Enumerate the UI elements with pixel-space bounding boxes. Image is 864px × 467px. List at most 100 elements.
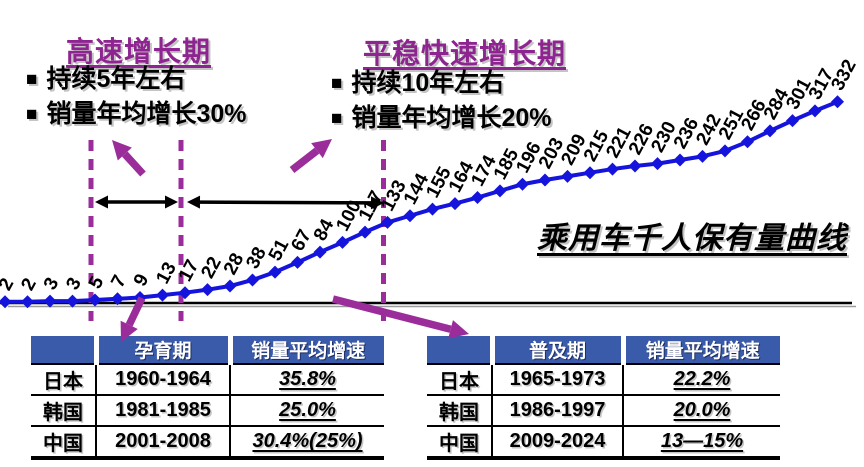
left-table-pointer-arrow-shaft [125, 296, 146, 327]
data-point-marker [426, 202, 439, 216]
years-cell: 2001-2008 [95, 425, 231, 460]
data-point-label: 38 [242, 244, 270, 273]
table-row-japan: 日本 1965-1973 22.2% [427, 363, 780, 395]
data-point-marker [178, 286, 192, 300]
table-row-japan: 日本 1960-1964 35.8% [31, 363, 384, 395]
header-cell-growth-rate: 销量平均增速 [230, 336, 384, 364]
data-point-label: 3 [40, 274, 64, 293]
data-point-marker [156, 288, 169, 302]
country-cell: 中国 [427, 425, 492, 460]
data-point-label: 7 [107, 272, 131, 291]
bullet-item: ■ 持续5年左右 [26, 62, 247, 97]
header-cell-period: 孕育期 [93, 336, 233, 364]
data-point-marker [741, 135, 754, 149]
data-point-marker [291, 255, 304, 269]
data-point-marker [201, 283, 214, 297]
country-cell: 韩国 [427, 394, 492, 426]
phase2-span-arrow-head [187, 195, 201, 209]
years-cell: 2009-2024 [491, 425, 624, 460]
data-point-label: 5 [85, 273, 109, 293]
header-cell-growth-rate: 销量平均增速 [623, 336, 780, 364]
data-point-marker [223, 279, 237, 293]
growth-rate-cell: 22.2% [623, 363, 780, 395]
data-point-marker [21, 295, 34, 309]
bullet-square-icon: ■ [26, 69, 38, 90]
data-point-marker [763, 124, 777, 138]
country-cell: 日本 [427, 363, 492, 395]
phase2-bullet-list: ■ 持续10年左右 ■ 销量年均增长20% [331, 66, 552, 136]
data-point-marker [448, 197, 462, 211]
phase1-span-arrow-head [165, 195, 178, 209]
data-point-marker [336, 235, 349, 249]
data-point-label: 332 [827, 56, 860, 94]
data-point-marker [111, 292, 124, 306]
data-point-marker [313, 245, 327, 259]
right-table-pointer-arrow-head [448, 320, 469, 339]
data-point-marker [606, 162, 619, 176]
table-row-china: 中国 2001-2008 30.4%(25%) [31, 425, 384, 460]
data-point-marker [0, 295, 12, 309]
data-point-label: 2 [0, 275, 18, 294]
data-point-marker [358, 225, 372, 239]
phase1-pointer-arrow-head [112, 140, 132, 161]
data-point-marker [786, 114, 799, 128]
growth-rate-cell: 13—15% [623, 425, 780, 460]
phase2-pointer-arrow-shaft [289, 147, 320, 173]
data-point-marker [493, 184, 507, 198]
data-point-marker [246, 273, 259, 287]
bullet-square-icon: ■ [331, 73, 343, 94]
bullet-text: 销量年均增长30% [46, 100, 247, 128]
growth-rate-cell: 20.0% [623, 394, 780, 426]
phase1-pointer-arrow-shaft [122, 151, 146, 177]
phase2-span-arrow-head [370, 196, 384, 210]
country-cell: 中国 [31, 425, 96, 460]
bullet-text: 销量年均增长20% [351, 104, 552, 132]
growth-rate-cell: 30.4%(25%) [230, 425, 384, 460]
data-point-label: 9 [130, 271, 154, 290]
header-cell-empty [427, 336, 492, 364]
data-point-marker [66, 294, 79, 308]
bullet-item: ■ 持续10年左右 [331, 66, 552, 101]
growth-rate-cell: 35.8% [230, 363, 384, 395]
phase2-span-arrow-shaft [199, 200, 372, 205]
data-point-marker [696, 149, 709, 163]
phase2-pointer-arrow-head [311, 139, 332, 159]
data-point-marker [831, 95, 844, 109]
data-point-marker [88, 293, 102, 307]
bullet-square-icon: ■ [331, 108, 343, 129]
popularization-period-table: 普及期 销量平均增速 日本 1965-1973 22.2% 韩国 1986-19… [427, 336, 780, 460]
data-point-marker [628, 159, 642, 173]
data-point-marker [561, 169, 574, 183]
table-row-korea: 韩国 1986-1997 20.0% [427, 394, 780, 426]
incubation-period-table: 孕育期 销量平均增速 日本 1960-1964 35.8% 韩国 1981-19… [31, 336, 384, 460]
bullet-item: ■ 销量年均增长20% [331, 101, 552, 136]
data-point-marker [471, 191, 484, 205]
table-row-korea: 韩国 1981-1985 25.0% [31, 394, 384, 426]
bullet-item: ■ 销量年均增长30% [26, 97, 247, 132]
header-cell-empty [31, 336, 96, 364]
data-point-marker [583, 166, 597, 180]
years-cell: 1965-1973 [491, 363, 624, 395]
header-cell-period: 普及期 [489, 336, 626, 364]
data-point-marker [403, 209, 417, 223]
data-point-marker [651, 157, 664, 171]
bullet-text: 持续5年左右 [46, 65, 186, 93]
left-table-pointer-arrow-head [120, 320, 138, 342]
data-point-marker [538, 173, 552, 187]
years-cell: 1981-1985 [95, 394, 231, 426]
right-table-pointer-arrow-shaft [332, 295, 452, 333]
data-point-marker [673, 153, 687, 167]
years-cell: 1986-1997 [491, 394, 624, 426]
phase1-bullet-list: ■ 持续5年左右 ■ 销量年均增长30% [26, 62, 247, 132]
data-point-marker [808, 104, 822, 118]
data-point-marker [381, 215, 394, 229]
data-point-marker [268, 265, 282, 279]
country-cell: 日本 [31, 363, 96, 395]
years-cell: 1960-1964 [95, 363, 231, 395]
growth-rate-cell: 25.0% [230, 394, 384, 426]
table-header-row: 普及期 销量平均增速 [427, 336, 780, 364]
bullet-text: 持续10年左右 [351, 69, 505, 97]
table-header-row: 孕育期 销量平均增速 [31, 336, 384, 364]
table-row-china: 中国 2009-2024 13—15% [427, 425, 780, 460]
